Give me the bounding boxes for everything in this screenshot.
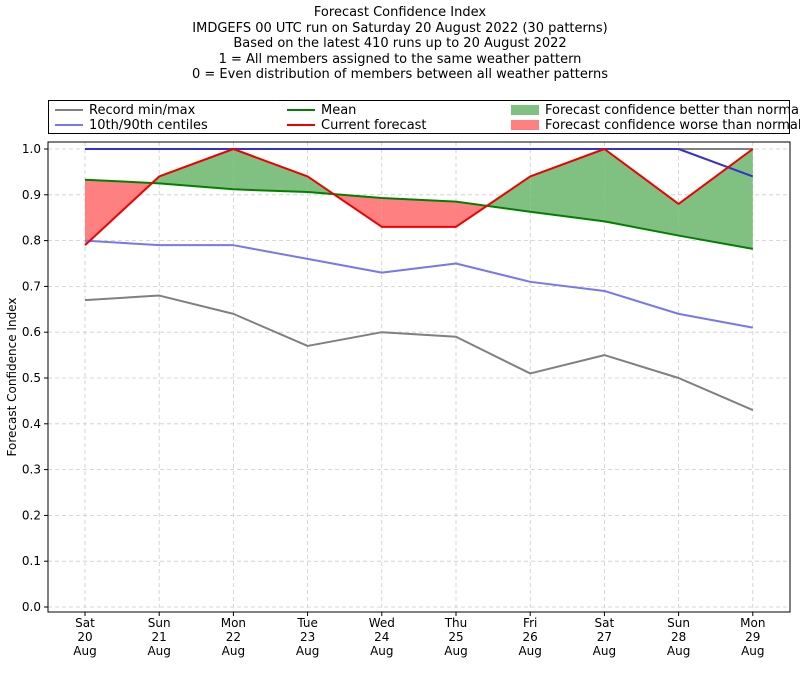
legend-label-current: Current forecast [321, 117, 427, 133]
y-tick-label: 0.3 [22, 463, 41, 477]
title-line-3: Based on the latest 410 runs up to 20 Au… [233, 36, 567, 51]
y-tick-label: 0.5 [22, 371, 41, 385]
y-tick-label: 0.2 [22, 508, 41, 522]
fill-better-than-normal [486, 176, 531, 212]
x-tick-label: 25 [448, 630, 463, 644]
x-tick-label: Sat [595, 616, 615, 630]
confidence-fill-areas [85, 149, 753, 249]
legend-item-current: Current forecast [287, 117, 427, 133]
legend-label-centiles: 10th/90th centiles [89, 117, 208, 133]
legend-item-mean: Mean [287, 102, 356, 118]
x-tick-label: 22 [226, 630, 241, 644]
x-axis-ticks: Sat20AugSun21AugMon22AugTue23AugWed24Aug… [73, 612, 765, 658]
y-tick-label: 0.4 [22, 417, 41, 431]
legend-label-record: Record min/max [89, 102, 196, 118]
y-tick-label: 0.6 [22, 325, 41, 339]
x-tick-label: Aug [222, 644, 245, 658]
fill-better-than-normal [604, 149, 679, 236]
legend-label-better: Forecast confidence better than normal [545, 102, 800, 118]
legend-item-centiles: 10th/90th centiles [55, 117, 208, 133]
x-tick-label: Sun [667, 616, 690, 630]
legend-item-better: Forecast confidence better than normal [511, 102, 800, 118]
series-line-mean [84, 178, 753, 250]
legend-item-record: Record min/max [55, 102, 195, 118]
x-tick-label: Aug [667, 644, 690, 658]
y-tick-label: 0.1 [22, 554, 41, 568]
x-tick-label: Thu [444, 616, 468, 630]
fill-better-than-normal [530, 149, 605, 222]
fill-better-than-normal [678, 149, 753, 249]
x-tick-label: Aug [518, 644, 541, 658]
legend-swatch-centiles [55, 124, 83, 126]
legend-swatch-record [55, 109, 83, 111]
legend-label-worse: Forecast confidence worse than normal [545, 117, 800, 133]
legend-swatch-mean [287, 109, 315, 111]
legend-swatch-current [287, 124, 315, 126]
x-tick-label: Sat [75, 616, 95, 630]
x-tick-label: 20 [77, 630, 92, 644]
x-tick-label: 27 [597, 630, 612, 644]
title-line-2: IMDGEFS 00 UTC run on Saturday 20 August… [192, 20, 608, 36]
x-tick-label: Aug [741, 644, 764, 658]
legend-label-mean: Mean [321, 102, 357, 118]
x-tick-label: Mon [740, 616, 765, 630]
x-tick-label: Aug [370, 644, 393, 658]
series-line-p10 [84, 239, 753, 329]
x-tick-label: 21 [152, 630, 167, 644]
x-tick-label: 26 [523, 630, 538, 644]
series-line-record-min [84, 294, 754, 411]
x-tick-label: 28 [671, 630, 686, 644]
title-line-5: 0 = Even distribution of members between… [191, 67, 609, 82]
y-axis-ticks: 0.0 0.1 0.2 0.3 0.4 0.5 0.6 0.7 0.8 0.9 1.0 [22, 142, 48, 614]
x-tick-label: Wed [369, 616, 395, 630]
legend-swatch-worse [511, 120, 539, 130]
y-tick-label: 0.9 [22, 188, 41, 202]
x-tick-label: Aug [444, 644, 467, 658]
x-tick-label: Sun [148, 616, 171, 630]
title-line-1: Forecast Confidence Index [313, 5, 487, 20]
fill-better-than-normal [233, 149, 308, 193]
legend-swatch-better [511, 105, 539, 115]
y-tick-label: 0.0 [22, 600, 41, 614]
x-tick-label: Aug [73, 644, 96, 658]
y-axis-label: Forecast Confidence Index [5, 298, 19, 457]
x-tick-label: 24 [374, 630, 389, 644]
legend-item-worse: Forecast confidence worse than normal [511, 117, 800, 133]
x-tick-label: Tue [296, 616, 318, 630]
x-tick-label: Aug [296, 644, 319, 658]
series-line-current [84, 148, 754, 246]
chart-title: Forecast Confidence Index IMDGEFS 00 UTC… [0, 5, 800, 83]
y-tick-label: 1.0 [22, 142, 41, 156]
y-tick-label: 0.8 [22, 234, 41, 248]
x-tick-label: Aug [593, 644, 616, 658]
x-tick-label: Mon [221, 616, 246, 630]
series-lines [84, 148, 754, 411]
x-tick-label: Aug [147, 644, 170, 658]
series-line-p90 [85, 148, 754, 178]
title-line-4: 1 = All members assigned to the same wea… [218, 51, 582, 67]
fill-better-than-normal [159, 149, 234, 190]
x-tick-label: 29 [745, 630, 760, 644]
legend: Record min/max 10th/90th centiles Mean C… [48, 100, 800, 134]
plot-frame [47, 141, 791, 613]
x-tick-label: 23 [300, 630, 315, 644]
x-tick-label: Fri [523, 616, 537, 630]
y-tick-label: 0.7 [22, 279, 41, 293]
fill-worse-than-normal [381, 198, 456, 227]
